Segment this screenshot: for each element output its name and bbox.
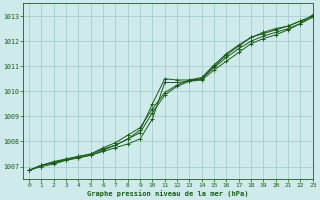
X-axis label: Graphe pression niveau de la mer (hPa): Graphe pression niveau de la mer (hPa)	[87, 190, 249, 197]
